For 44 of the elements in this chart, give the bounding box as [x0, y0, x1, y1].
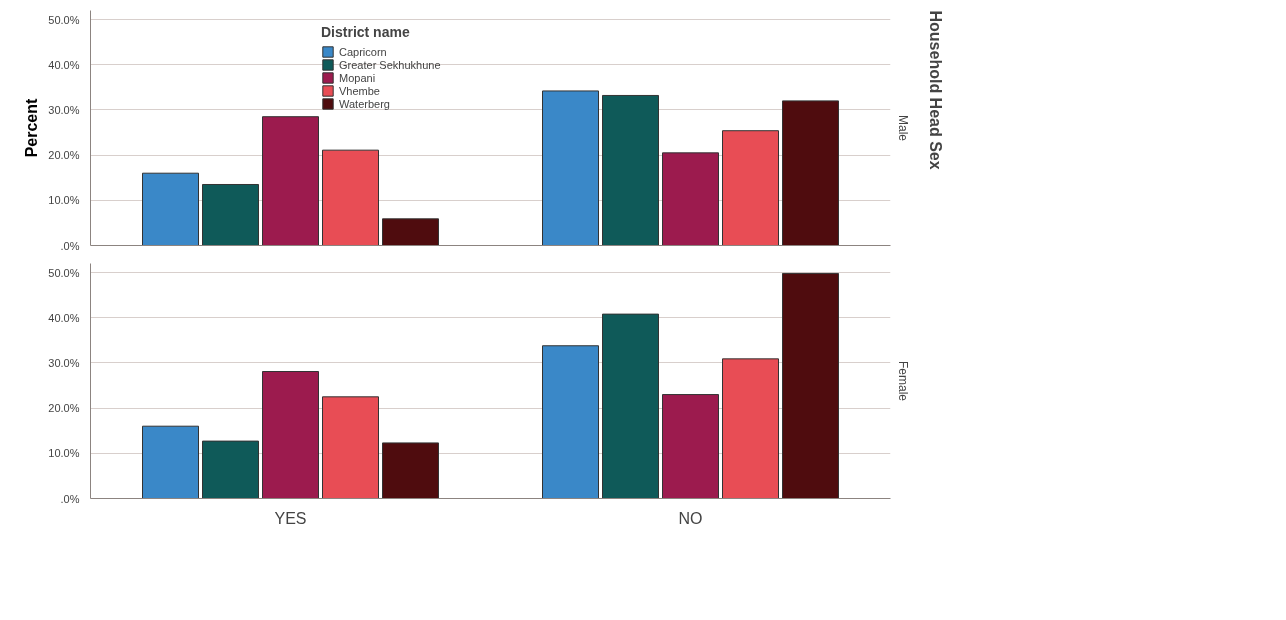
bar: [542, 90, 599, 246]
text: Household Head Sex: [926, 10, 944, 170]
bar: [202, 440, 259, 499]
y-tick-label: 50.0%: [48, 13, 80, 26]
y-tick-label: 30.0%: [48, 103, 80, 116]
legend-title: District name: [321, 24, 411, 40]
bar: [322, 396, 379, 499]
y-tick-label: 20.0%: [48, 149, 80, 162]
bar: [262, 371, 319, 499]
bar: [382, 218, 439, 246]
bar: [602, 313, 659, 499]
y-tick-label: 20.0%: [48, 402, 80, 415]
y-axis-title: Percent: [23, 97, 41, 158]
bar: [202, 183, 259, 246]
bar: [322, 149, 379, 246]
y-tick-label: 30.0%: [48, 356, 80, 369]
legend-label: Waterberg: [339, 97, 390, 110]
bar: [262, 116, 319, 246]
bar: [142, 425, 199, 499]
y-tick-label: 40.0%: [48, 58, 80, 71]
y-tick-label: 50.0%: [48, 266, 80, 279]
bar: [542, 345, 599, 499]
y-tick-label: 10.0%: [48, 194, 80, 207]
bar: [722, 130, 779, 246]
bar: [142, 172, 199, 246]
y-tick-label: 40.0%: [48, 311, 80, 324]
bar: [662, 152, 719, 246]
text: Male: [895, 115, 910, 142]
x-tick-label: NO: [678, 509, 703, 527]
bar: [782, 100, 839, 246]
bar: [382, 442, 439, 499]
y-tick-label: .0%: [60, 239, 80, 252]
bar: [602, 94, 659, 246]
bar: [722, 358, 779, 499]
y-tick-label: 10.0%: [48, 447, 80, 460]
legend-label: Vhembe: [339, 84, 380, 97]
text: Female: [895, 360, 910, 402]
x-tick-label: YES: [274, 509, 307, 527]
bar: [662, 394, 719, 499]
legend-label: Mopani: [339, 71, 376, 84]
legend-label: Capricorn: [339, 45, 387, 58]
y-tick-label: .0%: [60, 492, 80, 505]
legend-label: Greater Sekhukhune: [339, 58, 441, 71]
bar: [782, 272, 839, 499]
